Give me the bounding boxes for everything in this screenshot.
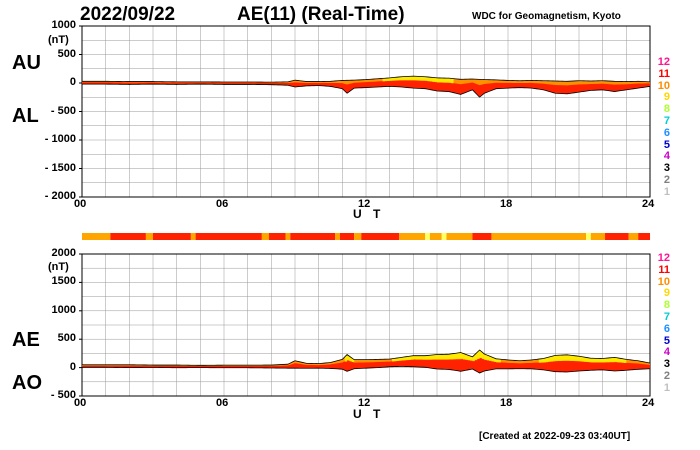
color-key-label: 5 <box>663 334 670 347</box>
panel1-x-axis-label: U T <box>353 207 385 221</box>
series-line-ao <box>82 366 651 374</box>
y-tick-label: 1000 <box>51 19 76 31</box>
color-key-label: 2 <box>663 174 670 186</box>
au-al-panel <box>79 25 651 198</box>
series-line-au <box>82 75 651 83</box>
band-fill-low <box>344 349 627 363</box>
station-bar-segment <box>586 233 591 240</box>
color-key-label: 8 <box>663 103 670 116</box>
plot-frame <box>81 253 651 397</box>
color-key-label: 2 <box>663 370 670 382</box>
al-label: AL <box>12 105 39 127</box>
series-line-ae <box>82 349 651 366</box>
series-line-al <box>82 83 651 98</box>
station-bar-segment <box>82 233 111 240</box>
band-fill-mid <box>82 349 650 367</box>
station-bar-segment <box>628 233 639 240</box>
station-bar-segment <box>290 233 336 240</box>
x-tick-label: 18 <box>500 198 513 210</box>
x-tick-label: 12 <box>358 397 371 409</box>
station-bar-segment <box>339 233 355 240</box>
ae-label: AE <box>12 329 40 351</box>
x-tick-label: 18 <box>500 397 513 409</box>
band-fill-mid <box>82 76 650 86</box>
color-key-label: 8 <box>663 299 670 312</box>
station-bar-segment <box>153 233 191 240</box>
color-key-label: 10 <box>657 79 670 92</box>
y-tick-label: - 500 <box>50 104 76 117</box>
y-tick-label: 500 <box>57 332 76 345</box>
y-tick-label: 1000 <box>51 303 76 316</box>
ae-ao-panel <box>79 253 651 397</box>
station-bar-segment <box>399 233 426 240</box>
station-bar-segment <box>190 233 196 240</box>
station-bar-segment <box>472 233 492 240</box>
chart-title: AE(11) (Real-Time) <box>237 4 405 25</box>
au-label: AU <box>12 52 41 74</box>
x-tick-label: 00 <box>74 198 87 210</box>
color-key-label: 7 <box>663 311 670 323</box>
y-tick-label: 0 <box>69 360 76 373</box>
y-tick-label: - 1000 <box>44 133 76 145</box>
y-tick-label: 0 <box>69 76 76 88</box>
station-bar-segment <box>590 233 606 240</box>
x-tick-label: 06 <box>216 198 229 210</box>
x-tick-label: 24 <box>642 397 655 409</box>
station-bar-segment <box>638 233 650 240</box>
color-key-label: 1 <box>663 381 670 394</box>
color-key-label: 3 <box>663 162 670 175</box>
station-count-bar <box>82 233 650 240</box>
y-tick-label: 500 <box>57 47 76 60</box>
station-bar-segment <box>441 233 447 240</box>
color-key-label: 12 <box>657 252 670 264</box>
x-tick-label: 00 <box>74 397 87 409</box>
x-tick-label: 06 <box>216 397 229 409</box>
station-bar-segment <box>491 233 587 240</box>
panel2-x-axis-label: U T <box>353 407 385 421</box>
chart-date: 2022/09/22 <box>80 4 176 25</box>
y-tick-label: - 500 <box>50 389 76 401</box>
x-tick-label: 24 <box>642 198 655 210</box>
color-key-label: 11 <box>658 67 670 80</box>
color-key-label: 10 <box>657 275 670 288</box>
color-key-label: 11 <box>658 263 670 276</box>
data-credit: WDC for Geomagnetism, Kyoto <box>472 11 621 22</box>
station-bar-segment <box>145 233 153 240</box>
station-bar-segment <box>425 233 430 240</box>
station-bar-segment <box>261 233 269 240</box>
station-bar-segment <box>268 233 286 240</box>
color-key-label: 9 <box>663 287 670 300</box>
color-key-label: 3 <box>663 358 670 371</box>
station-bar-segment <box>605 233 629 240</box>
y-tick-label: 2000 <box>51 247 76 259</box>
station-bar-segment <box>429 233 442 240</box>
y-tick-label: - 2000 <box>44 190 76 202</box>
station-bar-segment <box>446 233 473 240</box>
y-tick-label: 1500 <box>51 275 76 288</box>
x-tick-label: 12 <box>358 198 371 210</box>
panel1-unit: (nT) <box>48 34 69 46</box>
created-timestamp: [Created at 2022-09-23 03:40UT] <box>479 431 631 442</box>
color-key-label: 9 <box>663 91 670 104</box>
color-key-label: 4 <box>663 150 670 163</box>
color-key-label: 1 <box>663 185 670 198</box>
color-key-label: 7 <box>663 115 670 127</box>
station-bar-segment <box>285 233 291 240</box>
color-key-label: 4 <box>663 346 670 359</box>
panel2-unit: (nT) <box>48 261 69 273</box>
y-tick-label: - 1500 <box>44 161 76 174</box>
station-bar-segment <box>110 233 146 240</box>
station-bar-segment <box>195 233 262 240</box>
station-bar-segment <box>335 233 340 240</box>
color-key-label: 5 <box>663 138 670 151</box>
station-bar-segment <box>361 233 400 240</box>
color-key-label: 6 <box>663 322 670 335</box>
color-key-label: 12 <box>657 56 670 68</box>
station-bar-segment <box>354 233 362 240</box>
color-key-label: 6 <box>663 126 670 139</box>
ao-label: AO <box>12 372 42 394</box>
